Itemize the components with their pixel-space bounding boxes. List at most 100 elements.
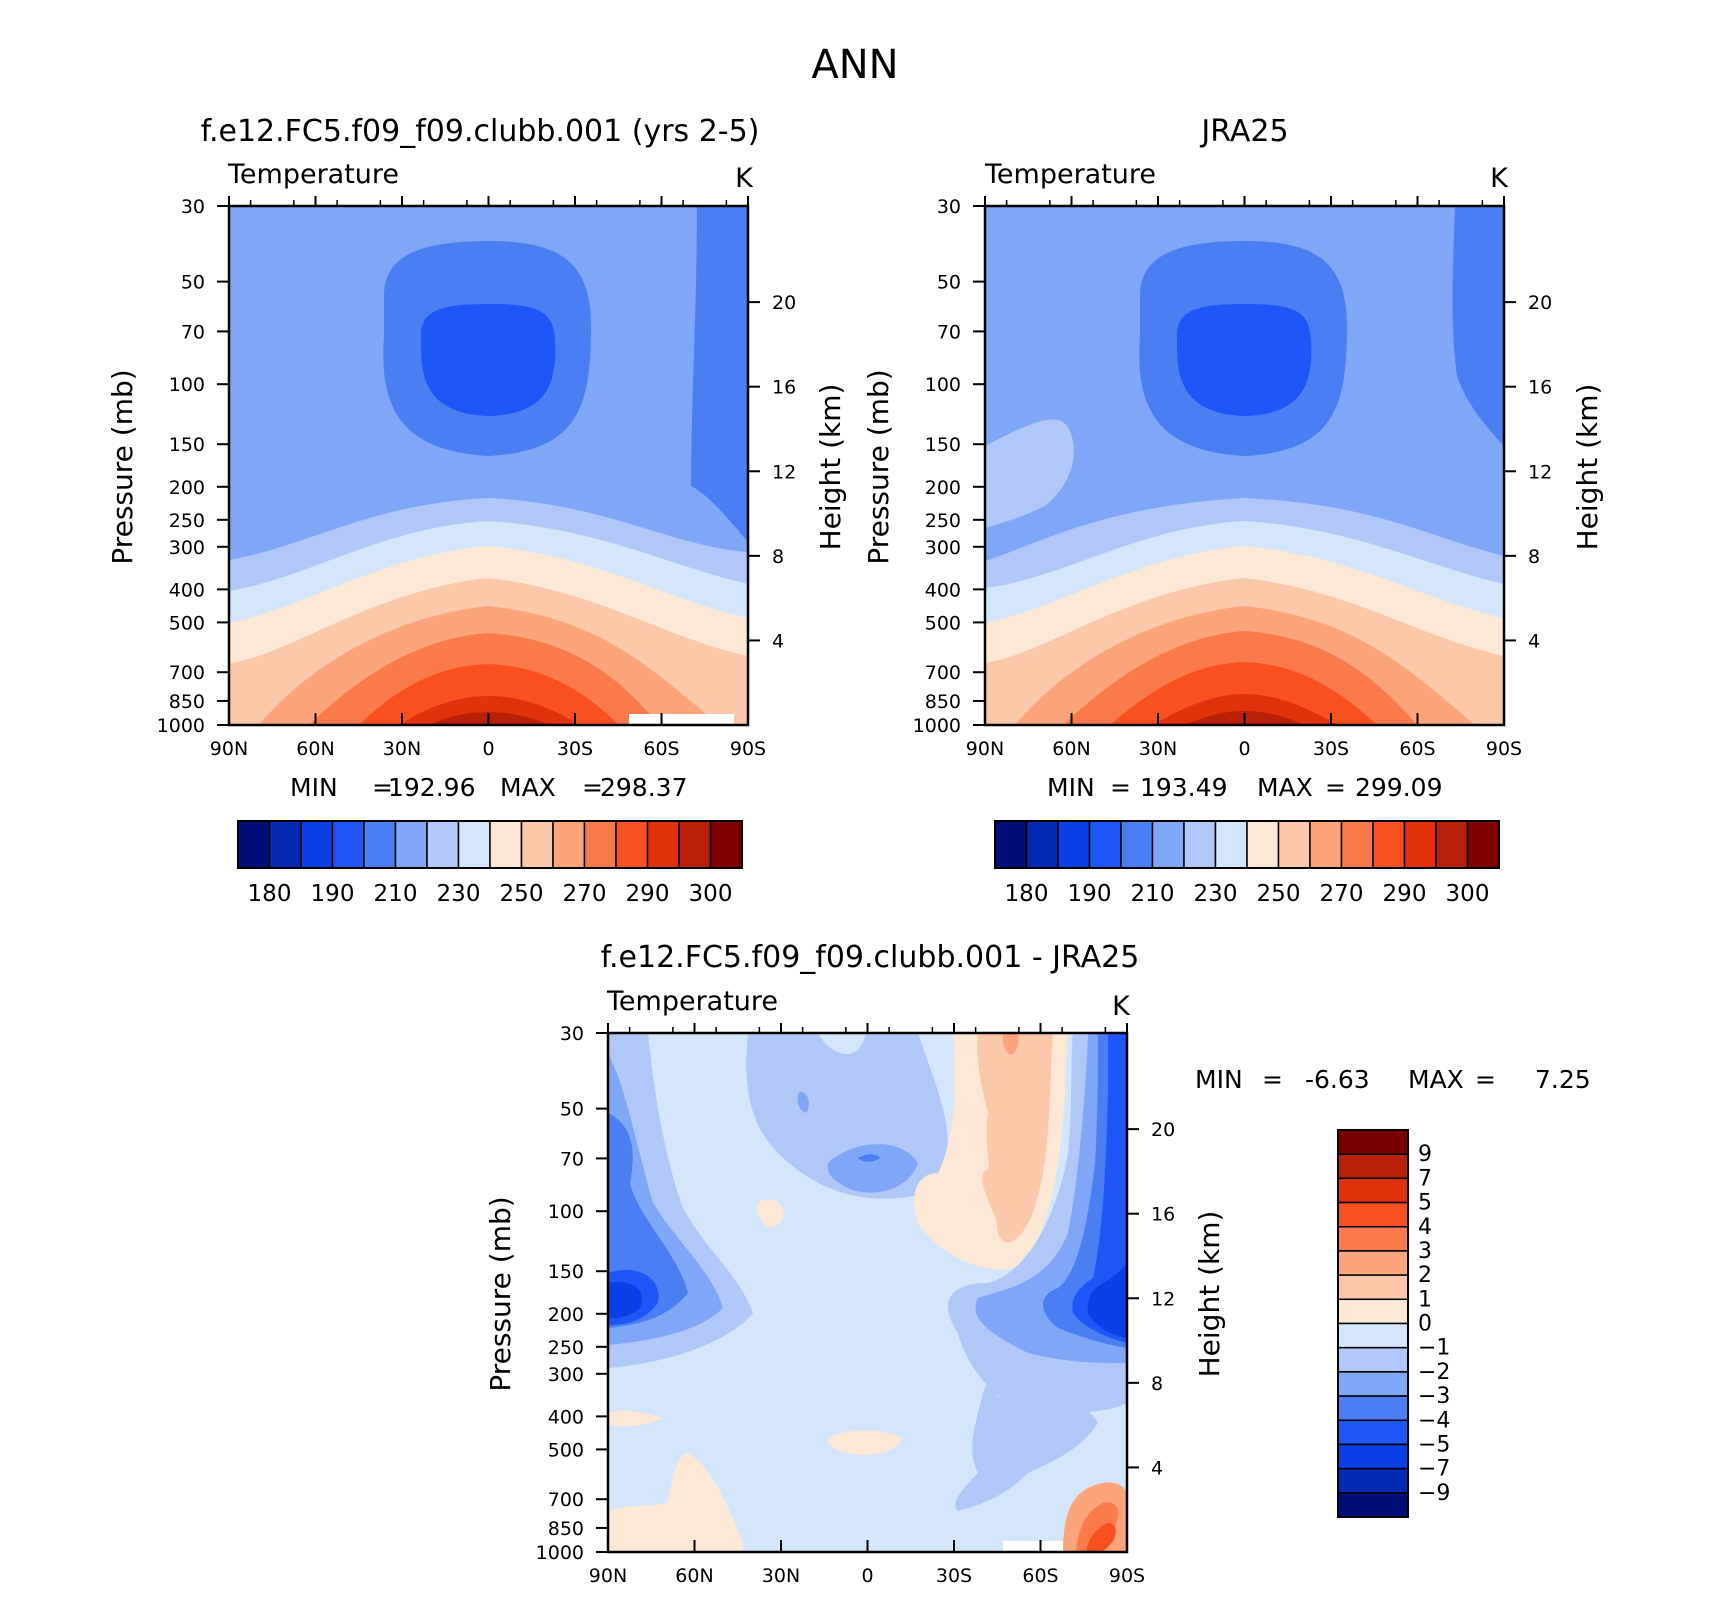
colorbar-swatch: [1337, 1419, 1409, 1446]
panel-model-units: K: [735, 163, 754, 194]
colorbar-swatch: [678, 820, 712, 869]
colorbar-swatch: [1025, 820, 1059, 869]
x-tick-label: 30N: [1139, 738, 1177, 760]
panel-model-axes: 90N 60N 30N 0 30S 60S 90S 30 50 70 100 150 200 250 300…: [157, 196, 796, 760]
y-tick-label: 300: [169, 537, 205, 559]
colorbar-swatch: [1309, 820, 1343, 869]
contour-band--3to-4-north-hi: [608, 1118, 631, 1183]
x-tick-label: 30S: [1313, 738, 1349, 760]
contour-band-290: [1153, 694, 1337, 725]
max-label: MAX: [1408, 1065, 1464, 1094]
y-right-tick-label: 20: [1528, 292, 1552, 314]
colorbar-label: 230: [437, 881, 481, 907]
y-tick-label: 200: [925, 477, 961, 499]
x-tick-label: 60S: [643, 738, 679, 760]
y-right-tick-label: 20: [1151, 1119, 1175, 1141]
x-tick-label: 30N: [762, 1565, 800, 1587]
colorbar-swatch: [1337, 1153, 1409, 1180]
min-value: 192.96: [388, 773, 475, 802]
colorbar-swatch: [300, 820, 334, 869]
y-tick-label: 500: [548, 1439, 584, 1461]
x-tick-label: 60N: [675, 1565, 713, 1587]
x-tick-label: 30S: [557, 738, 593, 760]
panel-model-title: f.e12.FC5.f09_f09.clubb.001 (yrs 2-5): [201, 114, 760, 149]
colorbar-label: 180: [248, 881, 292, 907]
y-tick-label: 150: [548, 1261, 584, 1283]
y-right-tick-label: 16: [1528, 377, 1552, 399]
eq-sign: =: [372, 773, 393, 802]
y-tick-label: 200: [169, 477, 205, 499]
y-right-tick-label: 12: [1528, 461, 1552, 483]
min-value: -6.63: [1305, 1065, 1370, 1094]
y-tick-label: 100: [548, 1201, 584, 1223]
colorbar-swatch: [1337, 1129, 1409, 1155]
x-tick-label: 0: [861, 1565, 873, 1587]
panel-model-contours: [229, 206, 748, 725]
colorbar-swatch: [615, 820, 649, 869]
colorbar-swatch: [1337, 1177, 1409, 1204]
contour-band-280: [1110, 662, 1377, 725]
x-tick-label: 90N: [589, 1565, 627, 1587]
x-tick-label: 90S: [1109, 1565, 1145, 1587]
eq-sign: =: [582, 773, 603, 802]
x-tick-label: 30S: [936, 1565, 972, 1587]
max-label: MAX: [1257, 773, 1313, 802]
panel-obs-ylabel-right: Height (km): [1571, 384, 1604, 551]
x-tick-label: 60N: [1052, 738, 1090, 760]
colorbar-label: 300: [689, 881, 733, 907]
y-tick-label: 400: [925, 579, 961, 601]
x-tick-label: 0: [482, 738, 494, 760]
colorbar-swatch: [646, 820, 680, 869]
y-tick-label: 70: [560, 1148, 584, 1170]
colorbar-label: 3: [1418, 1239, 1432, 1264]
colorbar-swatch: [1337, 1492, 1409, 1518]
panel-model-plot-area: [229, 206, 748, 725]
colorbar-swatch: [1337, 1274, 1409, 1301]
y-tick-label: 250: [169, 510, 205, 532]
x-tick-label: 90N: [210, 738, 248, 760]
panel-obs-colorbar: 180 190 210 230 250 270 290 300: [994, 820, 1500, 907]
colorbar-swatch: [1120, 820, 1154, 869]
colorbar-swatch: [331, 820, 365, 869]
x-tick-label: 60S: [1022, 1565, 1058, 1587]
colorbar-label: −4: [1418, 1408, 1450, 1433]
min-label: MIN: [290, 773, 338, 802]
colorbar-label: −1: [1418, 1336, 1450, 1361]
y-right-tick-label: 16: [772, 377, 796, 399]
panel-obs-variable: Temperature: [984, 159, 1156, 190]
x-tick-label: 30N: [383, 738, 421, 760]
colorbar-label: 230: [1194, 881, 1238, 907]
min-value: 193.49: [1140, 773, 1227, 802]
y-right-tick-label: 12: [772, 461, 796, 483]
x-tick-label: 60S: [1399, 738, 1435, 760]
colorbar-swatch: [1183, 820, 1217, 869]
y-tick-label: 70: [181, 321, 205, 343]
y-right-tick-label: 12: [1151, 1288, 1175, 1310]
max-value: 299.09: [1355, 773, 1442, 802]
panel-obs-plot-area: [985, 206, 1504, 725]
y-tick-label: 100: [169, 374, 205, 396]
y-right-tick-label: 16: [1151, 1204, 1175, 1226]
colorbar-swatch: [363, 820, 397, 869]
contour-band-1to2-south-patch: [982, 1163, 1022, 1222]
max-value: 7.25: [1535, 1065, 1591, 1094]
missing-data-region: [1003, 1541, 1063, 1552]
colorbar-label: 190: [1068, 881, 1112, 907]
contour-band-290: [399, 696, 579, 725]
eq-sign: =: [1475, 1065, 1496, 1094]
panel-obs-contours: [985, 206, 1504, 725]
panel-model-stats: MIN = 192.96 MAX = 298.37: [290, 773, 687, 802]
colorbar-swatch: [994, 820, 1028, 869]
y-tick-label: 200: [548, 1304, 584, 1326]
panel-model-colorbar: 180 190 210 230 250 270 290 300: [237, 820, 743, 907]
colorbar-label: −9: [1418, 1481, 1450, 1506]
y-right-tick-label: 4: [1151, 1457, 1163, 1479]
contour-band--2to-3-tropics-small: [797, 1092, 809, 1113]
colorbar-swatch: [426, 820, 460, 869]
panel-diff-ylabel-right: Height (km): [1193, 1211, 1226, 1378]
contour-band--4to-5-south: [1072, 1033, 1127, 1343]
eq-sign: =: [1262, 1065, 1283, 1094]
colorbar-swatch: [1403, 820, 1437, 869]
y-tick-label: 850: [925, 691, 961, 713]
x-tick-label: 0: [1238, 738, 1250, 760]
